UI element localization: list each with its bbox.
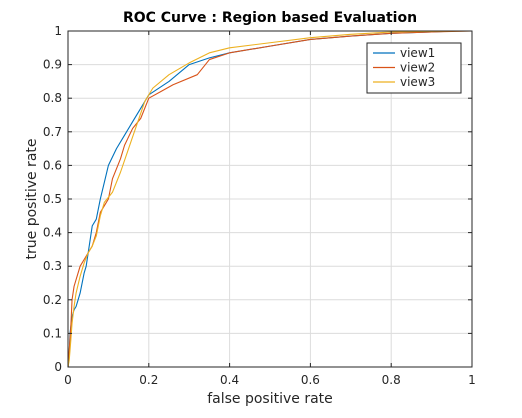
series-line-view2	[67, 30, 473, 368]
series-layer	[67, 30, 473, 368]
y-tick-label: 0.1	[43, 326, 62, 340]
y-tick-label: 0	[54, 360, 62, 374]
y-tick-label: 0.9	[43, 58, 62, 72]
y-tick-label: 0.4	[43, 226, 62, 240]
chart-title: ROC Curve : Region based Evaluation	[123, 10, 417, 26]
legend-label-view2: view2	[400, 61, 435, 75]
y-tick-label: 0.5	[43, 192, 62, 206]
y-tick-label: 0.3	[43, 259, 62, 273]
y-tick-label: 0.8	[43, 91, 62, 105]
x-tick-label: 1	[468, 373, 476, 387]
y-axis-label: true positive rate	[24, 139, 40, 260]
legend-label-view3: view3	[400, 75, 435, 89]
y-tick-label: 0.6	[43, 158, 62, 172]
x-axis-label: false positive rate	[207, 391, 333, 407]
y-tick-label: 1	[54, 24, 62, 38]
x-tick-label: 0	[64, 373, 72, 387]
y-tick-label: 0.2	[43, 293, 62, 307]
series-line-view3	[67, 30, 473, 368]
x-tick-label: 0.4	[220, 373, 239, 387]
ticks: 0 0.2 0.4 0.6 0.8 1 0 0.1 0.2 0.3 0.4 0.5 0.6 0.7 0.8 0…	[43, 24, 476, 387]
x-tick-label: 0.6	[301, 373, 320, 387]
y-tick-label: 0.7	[43, 125, 62, 139]
x-tick-label: 0.8	[382, 373, 401, 387]
x-tick-label: 0.2	[139, 373, 158, 387]
legend-label-view1: view1	[400, 46, 435, 60]
